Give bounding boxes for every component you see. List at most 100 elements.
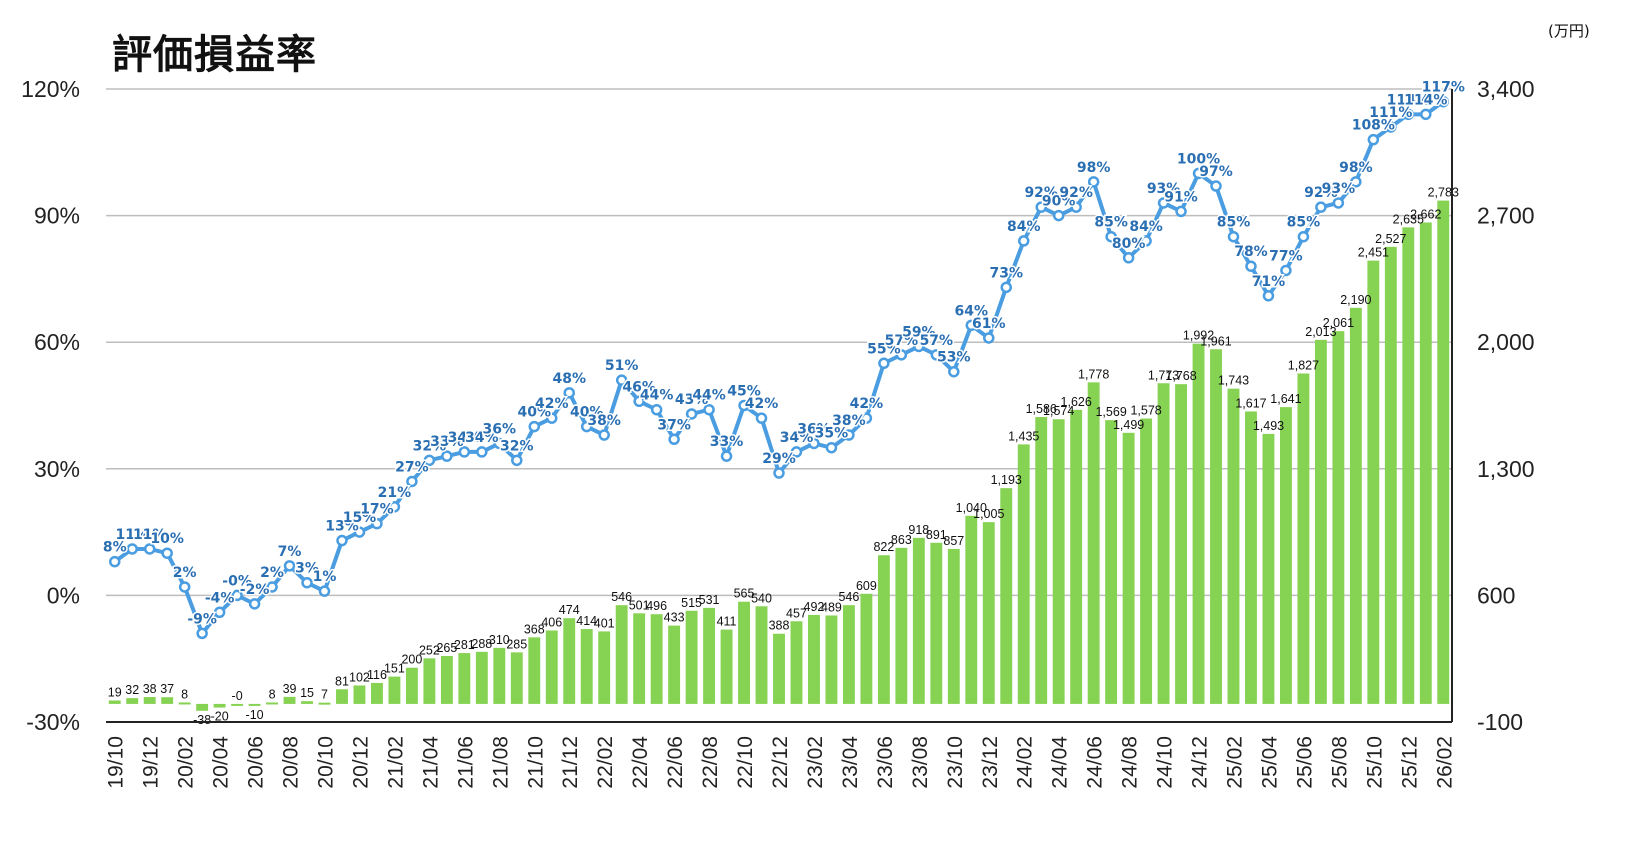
left-axis-tick-label: 30% — [34, 456, 80, 482]
line-point — [196, 627, 208, 640]
bar-data-label: 863 — [891, 533, 912, 547]
bar-data-label: 1,193 — [991, 473, 1022, 487]
line-data-label: 8% — [103, 540, 127, 556]
line-data-label: 13% — [325, 519, 359, 535]
bar-data-label: 2,190 — [1340, 293, 1371, 307]
line-point — [895, 349, 908, 361]
bar-data-label: 2,635 — [1393, 212, 1424, 226]
bar-data-label: 401 — [594, 616, 615, 630]
bar — [930, 542, 943, 704]
bar — [493, 647, 506, 704]
line-point — [493, 437, 506, 450]
bar-data-label: 1,435 — [1008, 429, 1039, 443]
line-data-label: 2% — [260, 565, 284, 581]
line-data-label: 71% — [1252, 274, 1286, 290]
bar-data-label: 19 — [108, 685, 122, 699]
bar-data-label: 151 — [384, 662, 405, 676]
line-point — [1210, 180, 1222, 192]
line-point — [1420, 108, 1432, 121]
bar — [860, 593, 873, 704]
line-point — [1297, 230, 1310, 243]
right-axis-unit-label: (万円) — [1548, 22, 1590, 40]
bar — [1087, 382, 1100, 704]
bar — [371, 682, 383, 704]
line-point — [948, 365, 960, 378]
line-data-label: 98% — [1339, 160, 1373, 176]
left-axis-tick-label: 60% — [34, 329, 80, 355]
line-point — [231, 589, 243, 602]
line-data-label: 38% — [587, 413, 621, 429]
line-data-label: 46% — [622, 379, 656, 395]
bar-data-label: 15 — [300, 686, 314, 700]
bar-data-label: 540 — [751, 591, 772, 605]
bar — [650, 614, 663, 704]
line-point — [301, 576, 313, 589]
line-data-label: 10% — [150, 531, 184, 547]
x-axis-tick-label: 23/02 — [804, 736, 827, 789]
x-axis-tick-label: 24/06 — [1084, 736, 1107, 789]
x-axis-tick-label: 25/08 — [1328, 736, 1351, 789]
right-axis-tick-label: 3,400 — [1477, 76, 1535, 102]
line-point — [615, 374, 628, 386]
bar-data-label: 496 — [646, 599, 667, 613]
bar — [703, 607, 716, 704]
x-axis-tick-label: 23/10 — [944, 736, 967, 789]
bar — [1437, 200, 1450, 704]
bar — [965, 515, 978, 704]
bar-data-label: 7 — [321, 688, 328, 702]
line-point — [965, 319, 978, 332]
bar-data-label: 918 — [908, 523, 929, 537]
bar — [528, 637, 541, 704]
bar — [668, 625, 681, 704]
bar — [808, 614, 820, 704]
bar — [633, 613, 646, 704]
bar-data-label: 411 — [717, 615, 737, 629]
bar-data-label: 1,827 — [1288, 358, 1319, 372]
line-data-label: 92% — [1304, 185, 1338, 201]
line-point — [1035, 201, 1047, 213]
bar — [1262, 433, 1275, 704]
line-data-label: 15% — [343, 510, 377, 526]
bar-data-label: 2,527 — [1375, 232, 1406, 246]
line-point — [336, 534, 348, 547]
line-point — [1052, 209, 1065, 222]
line-data-label: 57% — [885, 333, 919, 349]
bar — [1105, 420, 1118, 704]
bar — [877, 555, 890, 704]
bar — [1384, 246, 1397, 704]
line-point — [808, 437, 820, 450]
line-point — [703, 403, 715, 416]
bar-data-label: 1,773 — [1148, 368, 1179, 382]
line-point — [878, 357, 890, 370]
line-point — [458, 446, 471, 458]
bar — [336, 689, 348, 704]
line-data-label: 32% — [500, 438, 534, 454]
x-axis-tick-label: 19/10 — [105, 736, 128, 789]
line-data-label: 48% — [552, 371, 586, 387]
line-path — [113, 100, 1445, 636]
x-axis-tick-label: 22/08 — [699, 736, 722, 789]
line-data-label: -0% — [222, 573, 252, 589]
bar-data-label: 414 — [576, 614, 597, 628]
bar-data-label: 1,040 — [956, 501, 987, 515]
line-data-label: 85% — [1094, 215, 1128, 231]
line-data-label: 98% — [1077, 160, 1111, 176]
line-data-label: 33% — [430, 434, 464, 450]
line-point — [1385, 121, 1397, 133]
bar — [1192, 343, 1205, 704]
line-point — [1105, 230, 1117, 243]
right-axis-tick-label: -100 — [1477, 709, 1523, 735]
bar-data-label: 1,617 — [1235, 396, 1266, 410]
bar — [1332, 331, 1345, 704]
bar — [738, 601, 750, 704]
bar-data-label: 492 — [804, 600, 825, 614]
line-data-label: 44% — [640, 388, 674, 404]
bar — [213, 703, 226, 708]
bar-data-label: 2,662 — [1410, 207, 1441, 221]
x-axis-tick-label: 22/02 — [594, 736, 617, 789]
bar — [405, 667, 418, 704]
bar-data-label: 406 — [541, 615, 562, 629]
bar — [773, 633, 785, 704]
bar-data-label: 822 — [873, 540, 894, 554]
left-axis-tick-label: 0% — [47, 582, 80, 608]
